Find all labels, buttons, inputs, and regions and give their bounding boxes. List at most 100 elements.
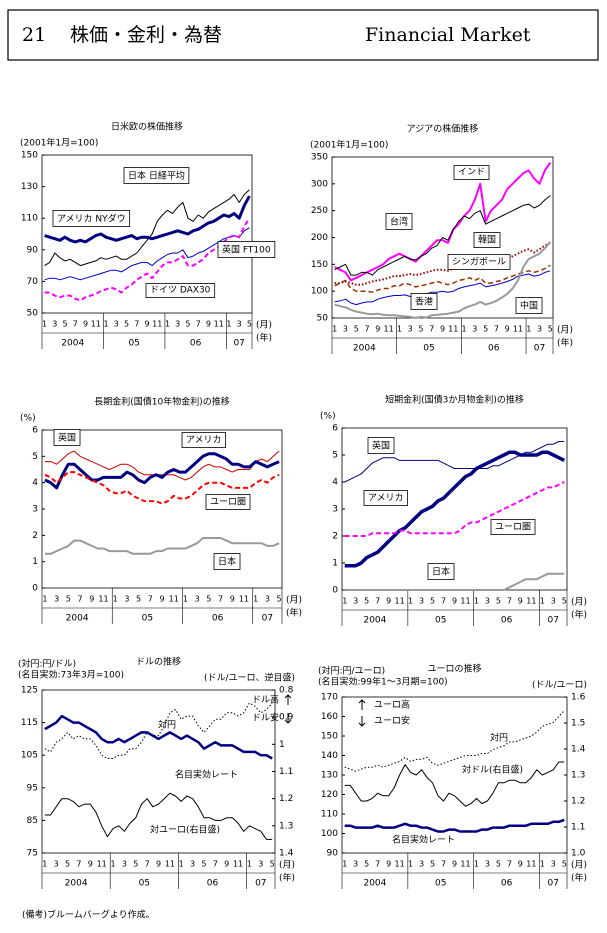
y2-tick-label: 0.9 bbox=[279, 713, 294, 723]
x-tick-label: 9 bbox=[83, 320, 88, 329]
y2-tick-label: 1.2 bbox=[279, 794, 293, 804]
x-tick-label: 5 bbox=[66, 595, 71, 604]
x-tick-label: 11 bbox=[214, 320, 224, 329]
x-tick-label: 11 bbox=[91, 320, 101, 329]
y-axis-label: (対円:円/ドル) bbox=[18, 658, 76, 670]
x-tick-label: 3 bbox=[551, 860, 556, 869]
year-unit: (年) bbox=[557, 337, 573, 349]
series-label-box bbox=[181, 432, 226, 448]
y-tick-label: 150 bbox=[311, 260, 328, 270]
y2-tick-label: 1.4 bbox=[571, 745, 586, 755]
x-tick-label: 5 bbox=[418, 325, 423, 334]
year-label: 06 bbox=[488, 344, 500, 354]
y-tick-label: 50 bbox=[317, 314, 329, 324]
series-line bbox=[344, 441, 565, 483]
x-tick-label: 1 bbox=[183, 595, 188, 604]
x-tick-label: 7 bbox=[73, 320, 78, 329]
y2-tick-label: 1.3 bbox=[279, 821, 293, 831]
y-tick-label: 300 bbox=[311, 179, 328, 189]
y-tick-label: 250 bbox=[311, 206, 328, 216]
y-tick-label: 120 bbox=[321, 790, 338, 800]
year-label: 07 bbox=[548, 616, 559, 626]
x-tick-label: 9 bbox=[89, 595, 94, 604]
series-label-box bbox=[427, 563, 455, 580]
x-tick-label: 5 bbox=[201, 860, 206, 869]
x-tick-label: 7 bbox=[218, 595, 223, 604]
y-tick-label: 0 bbox=[332, 586, 338, 596]
y-tick-label: 140 bbox=[321, 751, 338, 761]
header-title-en: Financial Market bbox=[365, 24, 531, 46]
y-tick-label: 110 bbox=[321, 810, 338, 820]
arrow-head bbox=[284, 719, 292, 724]
x-tick-label: 9 bbox=[156, 860, 161, 869]
chart-title: 日米欧の株価推移 bbox=[111, 121, 183, 133]
x-tick-label: 7 bbox=[213, 860, 218, 869]
x-tick-label: 11 bbox=[169, 595, 179, 604]
x-tick-label: 1 bbox=[253, 595, 258, 604]
x-tick-label: 5 bbox=[65, 860, 70, 869]
x-tick-label: 5 bbox=[136, 595, 141, 604]
year-label: 05 bbox=[423, 344, 434, 354]
year-label: 07 bbox=[534, 344, 545, 354]
y-tick-label: 125 bbox=[21, 686, 38, 696]
x-tick-label: 9 bbox=[230, 595, 235, 604]
year-label: 2004 bbox=[61, 339, 84, 349]
year-label: 06 bbox=[207, 879, 219, 889]
y-tick-label: 150 bbox=[321, 732, 338, 742]
x-tick-label: 9 bbox=[452, 860, 457, 869]
x-tick-label: 9 bbox=[224, 860, 229, 869]
y-tick-label: 100 bbox=[321, 829, 338, 839]
y-tick-label: 5 bbox=[332, 451, 338, 461]
year-label: 05 bbox=[435, 616, 446, 626]
chart-subtitle: (%) bbox=[320, 412, 336, 422]
annotation: ドル高 bbox=[252, 694, 279, 706]
series-label-box bbox=[410, 293, 438, 310]
x-tick-label: 5 bbox=[496, 860, 501, 869]
series-line bbox=[44, 227, 250, 281]
x-tick-label: 3 bbox=[353, 597, 358, 606]
y2-tick-label: 1.5 bbox=[571, 719, 585, 729]
x-tick-label: 5 bbox=[270, 860, 275, 869]
x-tick-label: 11 bbox=[513, 325, 523, 334]
series-line bbox=[334, 195, 551, 276]
x-tick-label: 7 bbox=[494, 325, 499, 334]
series-line bbox=[44, 195, 251, 244]
year-label: 07 bbox=[262, 614, 273, 624]
x-tick-label: 3 bbox=[258, 860, 263, 869]
series-line bbox=[344, 761, 565, 807]
series-line bbox=[44, 452, 280, 490]
year-label: 06 bbox=[212, 614, 224, 624]
series-line bbox=[44, 702, 273, 759]
y-tick-label: 5 bbox=[32, 452, 38, 462]
x-tick-label: 11 bbox=[233, 860, 243, 869]
year-label: 07 bbox=[548, 879, 559, 889]
x-tick-label: 3 bbox=[353, 860, 358, 869]
x-tick-label: 7 bbox=[78, 595, 83, 604]
y-tick-label: 110 bbox=[21, 214, 38, 224]
series-label: シンガポール bbox=[452, 257, 506, 268]
series-line bbox=[344, 481, 565, 537]
x-tick-label: 9 bbox=[505, 325, 510, 334]
series-line bbox=[344, 710, 565, 772]
y2-tick-label: 1.6 bbox=[571, 693, 586, 703]
annotation: ユーロ安 bbox=[374, 715, 410, 727]
series-label-box bbox=[367, 437, 395, 454]
x-tick-label: 5 bbox=[206, 595, 211, 604]
y-tick-label: 6 bbox=[32, 426, 38, 436]
y-tick-label: 2 bbox=[332, 532, 338, 542]
header-number: 21 bbox=[22, 24, 46, 46]
x-tick-label: 5 bbox=[247, 320, 252, 329]
x-tick-label: 3 bbox=[472, 325, 477, 334]
x-tick-label: 11 bbox=[460, 860, 470, 869]
x-tick-label: 1 bbox=[540, 597, 545, 606]
series-label-box bbox=[53, 429, 81, 446]
chart-subtitle: (%) bbox=[20, 414, 36, 424]
series-label: アメリカ NYダウ bbox=[57, 213, 126, 225]
x-tick-label: 1 bbox=[179, 860, 184, 869]
y-tick-label: 100 bbox=[311, 287, 328, 297]
x-unit: (月) bbox=[571, 597, 587, 608]
year-label: 05 bbox=[435, 879, 446, 889]
x-tick-label: 1 bbox=[226, 320, 231, 329]
series-line bbox=[44, 217, 251, 302]
x-unit: (月) bbox=[256, 320, 272, 331]
